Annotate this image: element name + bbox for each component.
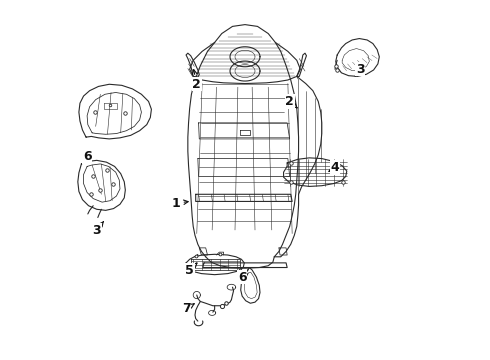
Text: 5: 5 [185,263,197,276]
Text: 6: 6 [83,150,92,163]
Text: 1: 1 [172,197,188,210]
Text: 6: 6 [238,271,247,284]
Text: 3: 3 [93,222,103,237]
Text: 4: 4 [329,161,340,174]
Text: 3: 3 [355,63,365,76]
Text: 7: 7 [182,302,194,315]
Text: 2: 2 [285,95,297,108]
Text: 2: 2 [193,69,201,91]
